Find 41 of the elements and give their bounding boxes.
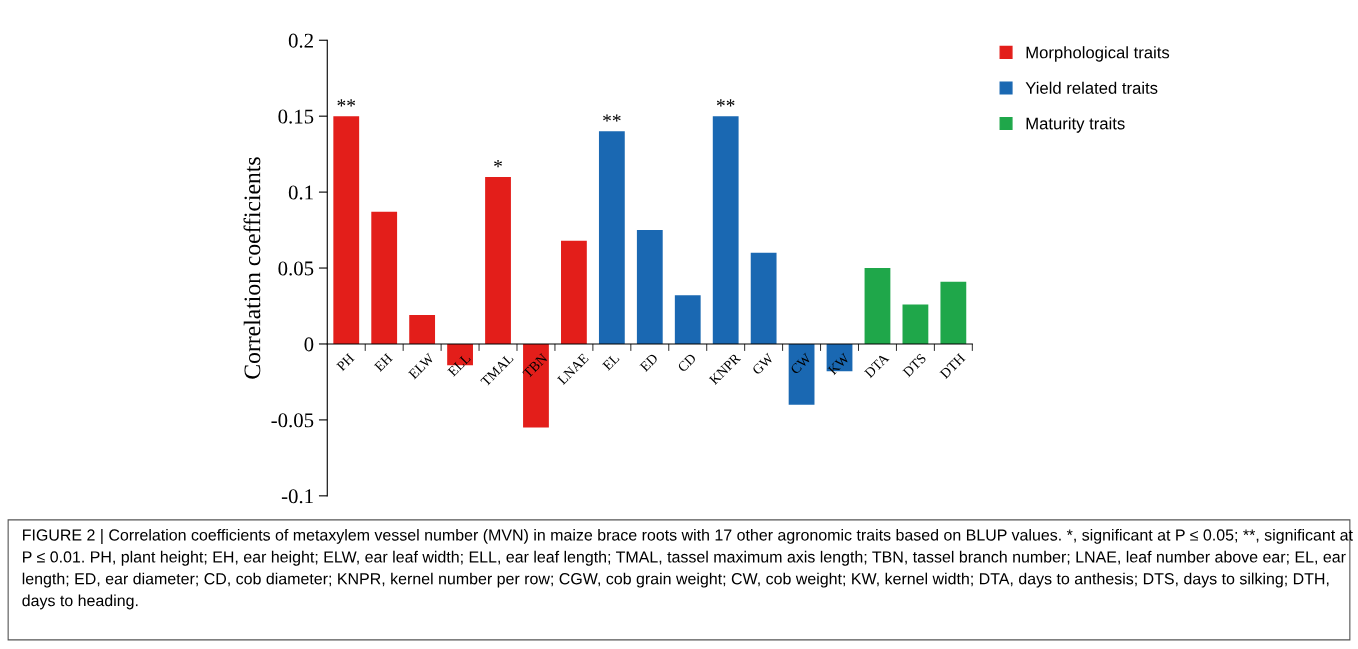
x-tick-label: ELL [447, 353, 471, 377]
y-tick-label: 0.05 [278, 261, 314, 276]
bar [561, 240, 587, 344]
annotation: ** [337, 99, 356, 107]
y-tick-label: -0.05 [271, 413, 314, 428]
bar [485, 176, 511, 344]
bar [940, 281, 967, 344]
bar [523, 343, 549, 428]
bar [409, 315, 436, 344]
x-tick-label: CD [677, 353, 697, 373]
x-tick-label: PH [336, 352, 355, 372]
y-axis-title: Correlation coefficients [243, 157, 261, 379]
annotation: ** [716, 99, 735, 107]
caption: FIGURE 2 | Correlation coefficients of metaxylem vessel number (MVN) in maize brace roots with 17 other agronomic traits based on BLUP values. *, significant at P ≤ 0.05; **, significant at P ≤ 0.01. PH, plant height; EH, ear height; ELW, ear leaf width; ELL, ear leaf length; TMAL, tassel maximum axis length; TBN, tassel branch number; LNAE, leaf number above ear; EL, ear length; ED, ear diameter; CD, cob diameter; KNPR, kernel number per row; CGW, cob grain weight; CW, cob weight; KW, kernel width; DTA, days to anthesis; DTS, days to silking; DTH, days to heading. [22, 528, 1353, 610]
x-tick-label: ED [639, 353, 659, 372]
x-tick-label: EH [373, 352, 393, 372]
x-tick-label: DTA [863, 352, 890, 379]
y-tick-label: 0 [304, 337, 314, 352]
y-tick-label: 0.2 [288, 33, 313, 48]
annotation: * [494, 160, 502, 168]
bar [750, 252, 777, 344]
bar [636, 230, 663, 344]
bar [788, 343, 815, 405]
y-tick-label: 0.1 [288, 185, 313, 200]
x-tick-label: GW [751, 352, 775, 376]
legend-label: Yield related traits [1025, 81, 1158, 94]
bar [674, 295, 701, 344]
bar [371, 211, 398, 344]
x-tick-label: KW [827, 352, 851, 376]
bar [864, 268, 891, 344]
y-tick-label: -0.1 [281, 489, 313, 504]
annotation: ** [603, 114, 621, 122]
bar [333, 116, 360, 344]
bar [902, 304, 929, 344]
bar [598, 131, 625, 344]
legend-label: Maturity traits [1026, 117, 1125, 133]
bar [712, 116, 739, 344]
y-tick-label: 0.15 [278, 109, 314, 124]
x-tick-label: CW [789, 352, 812, 375]
legend-label: Morphological traits [1026, 46, 1170, 62]
x-tick-label: EL [602, 353, 620, 371]
